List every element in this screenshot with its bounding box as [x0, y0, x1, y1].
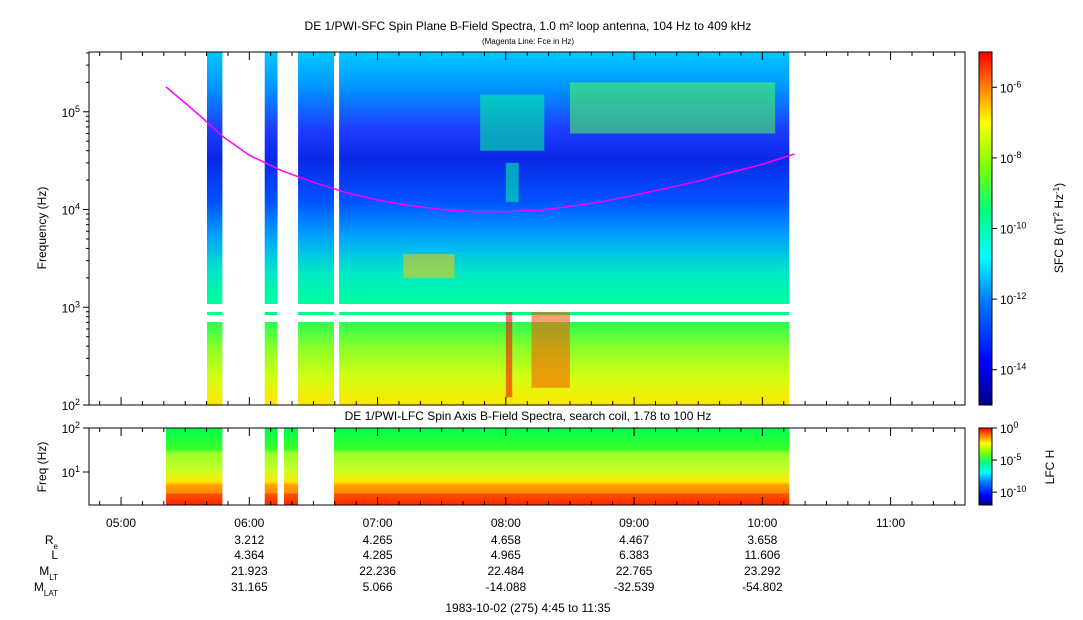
ephemeris-row-label: MLT — [39, 564, 58, 582]
sfc-emission-patch — [505, 311, 513, 398]
ephemeris-value: -32.539 — [614, 580, 655, 594]
sfc-y-axis-ticks: 102 103 104 105 — [62, 52, 89, 413]
lfc-data-strip — [165, 428, 223, 505]
ephemeris-value: 5.066 — [363, 580, 393, 594]
lfc-colorbar-ticks: 100 10-5 10-10 — [992, 420, 1026, 500]
ephemeris-value: 3.212 — [234, 533, 264, 547]
lfc-ytick-label: 101 — [62, 464, 80, 480]
sfc-emission-features — [403, 82, 776, 398]
colorbar-tick-label: 10-14 — [1000, 362, 1026, 378]
sfc-y-axis-label: Frequency (Hz) — [35, 187, 49, 270]
lfc-y-axis-label: Freq (Hz) — [35, 442, 49, 493]
lfc-x-axis-ticks — [99, 428, 956, 505]
sfc-emission-patch — [569, 82, 776, 134]
colorbar-tick-label: 10-12 — [1000, 291, 1026, 307]
colorbar-tick-label: 10-10 — [1000, 221, 1026, 237]
sfc-panel: DE 1/PWI-SFC Spin Plane B-Field Spectra,… — [35, 19, 1066, 413]
sfc-emission-patch — [403, 254, 455, 278]
ephemeris-value: 23.292 — [744, 564, 781, 578]
sfc-colorbar-ticks: 10-6 10-8 10-10 10-12 10-14 — [992, 79, 1026, 378]
time-tick-label: 10:00 — [747, 516, 777, 530]
ephemeris-value: 4.285 — [363, 548, 393, 562]
sfc-ytick-label: 102 — [62, 397, 80, 413]
footer-date-range: 1983-10-02 (275) 4:45 to 11:35 — [445, 601, 611, 615]
colorbar-tick-label: 10-10 — [1000, 484, 1026, 500]
lfc-data-strip — [333, 428, 790, 505]
colorbar-tick-label: 100 — [1000, 420, 1018, 436]
sfc-freq-gap — [89, 304, 965, 312]
ephemeris-value: -14.088 — [485, 580, 526, 594]
ephemeris-value: 4.965 — [491, 548, 521, 562]
sfc-emission-patch — [480, 94, 545, 151]
time-tick-label: 09:00 — [619, 516, 649, 530]
ephemeris-value: 4.658 — [491, 533, 521, 547]
sfc-ytick-label: 104 — [62, 202, 80, 218]
sfc-data-strip — [264, 52, 278, 405]
ephemeris-value: -54.802 — [742, 580, 783, 594]
ephemeris-value: 22.484 — [487, 564, 524, 578]
sfc-ytick-label: 103 — [62, 299, 80, 315]
colorbar-tick-label: 10-8 — [1000, 150, 1021, 166]
ephemeris-value: 21.923 — [231, 564, 268, 578]
ephemeris-value: 31.165 — [231, 580, 268, 594]
sfc-emission-patch — [531, 311, 570, 388]
ephemeris-value: 6.383 — [619, 548, 649, 562]
ephemeris-value: 22.236 — [359, 564, 396, 578]
lfc-colorbar-label: LFC H — [1043, 450, 1057, 485]
time-axis-labels: 05:00 06:00 07:00 08:00 09:00 10:00 11:00 — [106, 516, 905, 530]
sfc-x-axis-ticks — [99, 52, 956, 405]
sfc-subtitle: (Magenta Line: Fce in Hz) — [482, 37, 574, 46]
ephemeris-row-label: Re — [45, 533, 59, 551]
sfc-data-strip — [298, 52, 334, 405]
sfc-colorbar — [978, 51, 993, 406]
time-tick-label: 05:00 — [106, 516, 136, 530]
ephemeris-row-label: MLAT — [34, 580, 58, 598]
time-tick-label: 06:00 — [234, 516, 264, 530]
ephemeris-value: 4.467 — [619, 533, 649, 547]
fce-line — [165, 86, 795, 213]
lfc-title: DE 1/PWI-LFC Spin Axis B-Field Spectra, … — [345, 409, 712, 423]
ephemeris-value: 4.364 — [234, 548, 264, 562]
lfc-data-strip — [264, 428, 278, 505]
sfc-colorbar-label: SFC B (nT2 Hz-1) — [1052, 183, 1067, 273]
lfc-ytick-label: 102 — [62, 420, 80, 436]
sfc-ytick-label: 105 — [62, 104, 80, 120]
ephemeris-row-label: L — [51, 548, 58, 562]
sfc-title: DE 1/PWI-SFC Spin Plane B-Field Spectra,… — [305, 19, 752, 33]
sfc-data-strip — [206, 52, 223, 405]
time-tick-label: 11:00 — [876, 516, 905, 530]
lfc-colorbar — [978, 427, 993, 506]
colorbar-tick-label: 10-5 — [1000, 452, 1021, 468]
lfc-panel: DE 1/PWI-LFC Spin Axis B-Field Spectra, … — [35, 409, 1057, 506]
ephemeris-value: 3.658 — [747, 533, 777, 547]
ephemeris-value: 22.765 — [616, 564, 653, 578]
ephemeris-value: 4.265 — [363, 533, 393, 547]
lfc-y-axis-ticks: 101 102 — [62, 420, 89, 480]
ephemeris-value: 11.606 — [744, 548, 780, 562]
colorbar-tick-label: 10-6 — [1000, 79, 1021, 95]
sfc-emission-patch — [505, 162, 519, 202]
time-tick-label: 08:00 — [491, 516, 521, 530]
time-tick-label: 07:00 — [363, 516, 393, 530]
lfc-data-strip — [283, 428, 299, 505]
lfc-spectrogram-strips — [165, 428, 790, 505]
